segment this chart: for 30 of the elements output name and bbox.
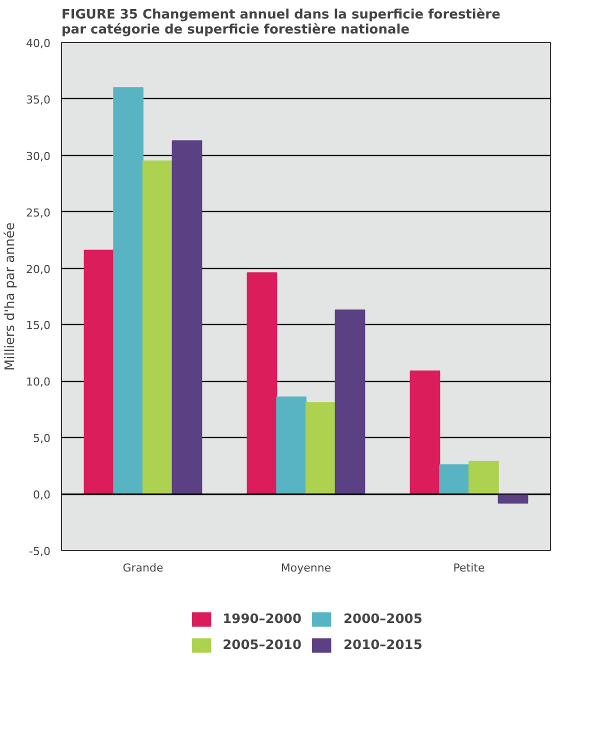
y-tick-label: -5,0 [29, 545, 51, 558]
chart-title: FIGURE 35 Changement annuel dans la superficie forestière par catégorie de superficie forestière nationale [62, 8, 501, 38]
legend-label: 2005–2010 [222, 638, 302, 652]
bar [306, 402, 336, 495]
y-tick-label: 5,0 [33, 432, 51, 446]
y-axis-title: Milliers d'ha par année [3, 222, 18, 371]
y-tick-label: 40,0 [26, 37, 51, 50]
bar [142, 160, 173, 495]
y-tick-label: 20,0 [26, 262, 51, 276]
legend-label: 2000–2005 [344, 612, 422, 626]
x-tick-label: Grande [122, 562, 164, 574]
x-tick-label: Moyenne [280, 562, 332, 574]
y-tick-label: 0,0 [33, 488, 51, 502]
bar [246, 272, 278, 495]
bar [410, 370, 440, 495]
y-tick-label: 25,0 [26, 206, 51, 220]
legend-label: 1990–2000 [222, 612, 302, 626]
bar [172, 140, 202, 495]
bar [84, 250, 114, 495]
bar [334, 310, 366, 495]
y-tick-label: 15,0 [26, 319, 51, 332]
y-tick-label: 10,0 [26, 376, 51, 389]
bar [276, 396, 306, 495]
y-tick-label: 30,0 [26, 150, 51, 163]
y-tick-label: 35,0 [26, 93, 51, 106]
bar [439, 464, 470, 495]
x-tick-label: Petite [453, 562, 485, 574]
bar [113, 87, 144, 495]
legend-label: 2010–2015 [344, 638, 422, 652]
bar [468, 460, 499, 495]
